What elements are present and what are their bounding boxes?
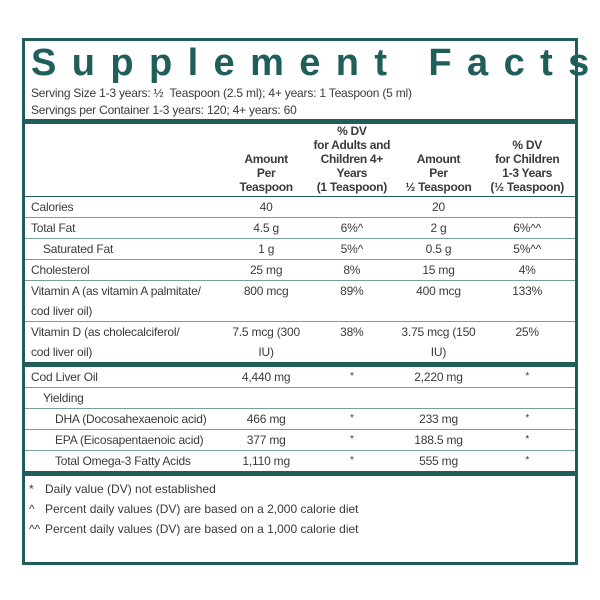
nutrient-label: Yielding [43, 391, 84, 405]
footnote-symbol: ^^ [29, 522, 41, 536]
footnote-symbol: ^ [29, 502, 35, 516]
dv: * [350, 413, 354, 424]
dv-child [479, 388, 575, 408]
amount: 7.5 mcg (300 IU) [232, 325, 300, 359]
dv-child [479, 197, 575, 217]
nutrient-row: Cod Liver Oil 4,440 mg * 2,220 mg * [25, 367, 575, 388]
amount-child: 188.5 mg [414, 433, 463, 447]
nutrient-label: Vitamin D (as cholecalciferol/ cod liver… [31, 325, 180, 359]
dv-child: * [525, 455, 530, 466]
amount-child: 15 mg [422, 263, 455, 277]
nutrient-label: DHA (Docosahexaenoic acid) [55, 412, 207, 426]
footnote-text: Daily value (DV) not established [45, 482, 216, 496]
supplement-facts-panel: Supplement Facts Serving Size 1-3 years:… [22, 38, 600, 565]
nutrient-label: Cod Liver Oil [31, 370, 98, 384]
column-header: Amount Per ½ Teaspoon [405, 152, 472, 194]
nutrient-row: DHA (Docosahexaenoic acid) 466 mg * 233 mg * [25, 409, 575, 430]
nutrient-label: Calories [31, 200, 74, 214]
table-section: Calories 40 20 Total Fat 4.5 g 6%^ 2 g 6%^^ Satu… [25, 197, 575, 362]
amount: 466 mg [246, 412, 286, 426]
footnote-text: Percent daily values (DV) are based on a… [45, 502, 359, 516]
serving-line: Serving Size 1-3 years: ½ Teaspoon (2.5 … [31, 86, 412, 100]
dv: 8% [343, 263, 361, 277]
dv-child: * [525, 413, 530, 424]
amount: 40 [259, 200, 273, 214]
dv [306, 388, 398, 408]
amount-child: 555 mg [419, 454, 458, 468]
amount: 1,110 mg [242, 454, 290, 468]
column-header: Amount Per Teaspoon [239, 152, 293, 194]
facts-table: Amount Per Teaspoon % DV for Adults and C… [25, 124, 575, 476]
serving-line: Servings per Container 1-3 years: 120; 4… [31, 103, 297, 117]
footnote: * Daily value (DV) not established [29, 479, 575, 499]
dv-child: 6%^^ [513, 221, 542, 235]
amount-child: 2,220 mg [414, 370, 463, 384]
dv: 5%^ [340, 242, 364, 256]
footnotes: * Daily value (DV) not established ^ Percen… [25, 476, 575, 539]
nutrient-row: Vitamin A (as vitamin A palmitate/ cod l… [25, 281, 575, 322]
nutrient-row: Vitamin D (as cholecalciferol/ cod liver… [25, 322, 575, 362]
footnote: ^^ Percent daily values (DV) are based on… [29, 519, 575, 539]
thick-rule [25, 119, 575, 124]
thick-rule [25, 362, 575, 367]
dv-child: 5%^^ [513, 242, 542, 256]
nutrient-row: Cholesterol 25 mg 8% 15 mg 4% [25, 260, 575, 281]
dv: 6%^ [340, 221, 364, 235]
amount: 1 g [258, 242, 275, 256]
amount-child: 400 mcg [416, 284, 461, 298]
nutrient-row: Saturated Fat 1 g 5%^ 0.5 g 5%^^ [25, 239, 575, 260]
amount-child [398, 388, 480, 408]
footnote-symbol: * [29, 482, 34, 496]
header-spacer [25, 194, 226, 196]
dv [306, 197, 398, 217]
nutrient-row: Yielding [25, 388, 575, 409]
dv-child: * [525, 371, 530, 382]
amount: 800 mcg [243, 284, 289, 298]
dv: 38% [340, 325, 364, 339]
amount-child: 0.5 g [425, 242, 452, 256]
footnote: ^ Percent daily values (DV) are based on … [29, 499, 575, 519]
nutrient-label: Total Omega-3 Fatty Acids [55, 454, 191, 468]
dv-child: 133% [512, 284, 543, 298]
serving-info: Serving Size 1-3 years: ½ Teaspoon (2.5 … [25, 85, 575, 119]
nutrient-row: EPA (Eicosapentaenoic acid) 377 mg * 188.5 … [25, 430, 575, 451]
dv-child: 4% [518, 263, 536, 277]
column-header: % DV for Children 1-3 Years (½ Teaspoon) [490, 138, 564, 194]
amount: 4.5 g [253, 221, 279, 235]
column-header: % DV for Adults and Children 4+ Years (1… [313, 124, 391, 194]
amount: 25 mg [249, 263, 283, 277]
amount: 4,440 mg [241, 370, 291, 384]
dv-child: 25% [515, 325, 539, 339]
nutrient-row: Total Omega-3 Fatty Acids 1,110 mg * 555 mg… [25, 451, 575, 471]
dv: * [349, 371, 354, 382]
amount [226, 388, 306, 408]
dv: * [350, 434, 354, 445]
amount-child: 2 g [430, 221, 447, 235]
dv-child: * [525, 434, 530, 445]
amount: 377 mg [246, 433, 286, 447]
nutrient-row: Calories 40 20 [25, 197, 575, 218]
nutrient-label: Saturated Fat [43, 242, 114, 256]
nutrient-label: EPA (Eicosapentaenoic acid) [55, 433, 204, 447]
dv: * [350, 455, 354, 466]
nutrient-row: Total Fat 4.5 g 6%^ 2 g 6%^^ [25, 218, 575, 239]
thick-rule [25, 471, 575, 476]
amount-child: 3.75 mcg (150 IU) [401, 325, 476, 359]
title: Supplement Facts [31, 42, 600, 84]
amount-child: 233 mg [419, 412, 458, 426]
nutrient-label: Total Fat [31, 221, 76, 235]
table-section: Cod Liver Oil 4,440 mg * 2,220 mg * Yielding D… [25, 367, 575, 471]
dv: 89% [340, 284, 364, 298]
header-row: Amount Per Teaspoon % DV for Adults and C… [25, 124, 575, 197]
footnote-text: Percent daily values (DV) are based on a… [45, 522, 359, 536]
amount-child: 20 [432, 200, 445, 214]
nutrient-label: Vitamin A (as vitamin A palmitate/ cod l… [31, 284, 201, 318]
nutrient-label: Cholesterol [31, 263, 90, 277]
